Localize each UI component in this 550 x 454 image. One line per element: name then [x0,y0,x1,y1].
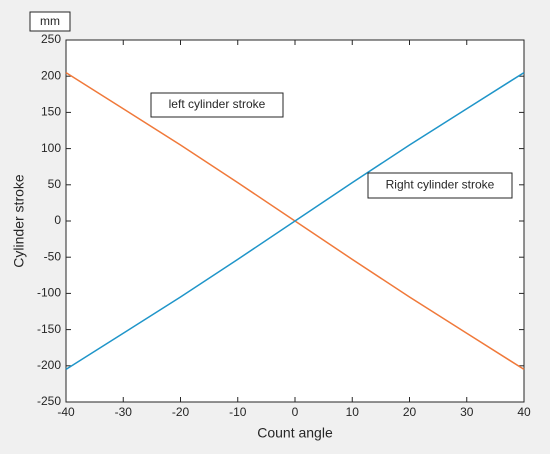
annotation: left cylinder stroke [169,97,266,111]
x-tick-label: 20 [403,405,417,419]
x-tick-label: 40 [517,405,531,419]
annotation-box [367,172,513,199]
y-tick-label: 0 [54,213,61,227]
y-tick-label: -50 [44,249,62,263]
series-line [65,71,525,371]
x-tick-label: 0 [292,405,299,419]
y-tick-label: -200 [37,358,61,372]
unit-box [29,11,71,32]
annotation-box [150,92,284,118]
y-tick-label: 100 [41,141,61,155]
y-tick-label: 200 [41,68,61,82]
x-tick-label: -20 [172,405,190,419]
x-tick-label: 30 [460,405,474,419]
x-tick-label: -40 [57,405,75,419]
y-tick-label: 50 [48,177,62,191]
x-tick-label: -30 [115,405,133,419]
x-tick-label: 10 [346,405,360,419]
y-axis-title: Cylinder stroke [11,174,27,268]
y-tick-label: -150 [37,322,61,336]
y-unit: mm [40,14,60,28]
x-axis-title: Count angle [257,425,333,441]
y-tick-label: -250 [37,394,61,408]
y-tick-label: 150 [41,105,61,119]
axes-box [65,39,525,403]
annotation: Right cylinder stroke [386,178,495,192]
y-tick-label: 250 [41,32,61,46]
x-tick-label: -10 [229,405,247,419]
y-tick-label: -100 [37,286,61,300]
